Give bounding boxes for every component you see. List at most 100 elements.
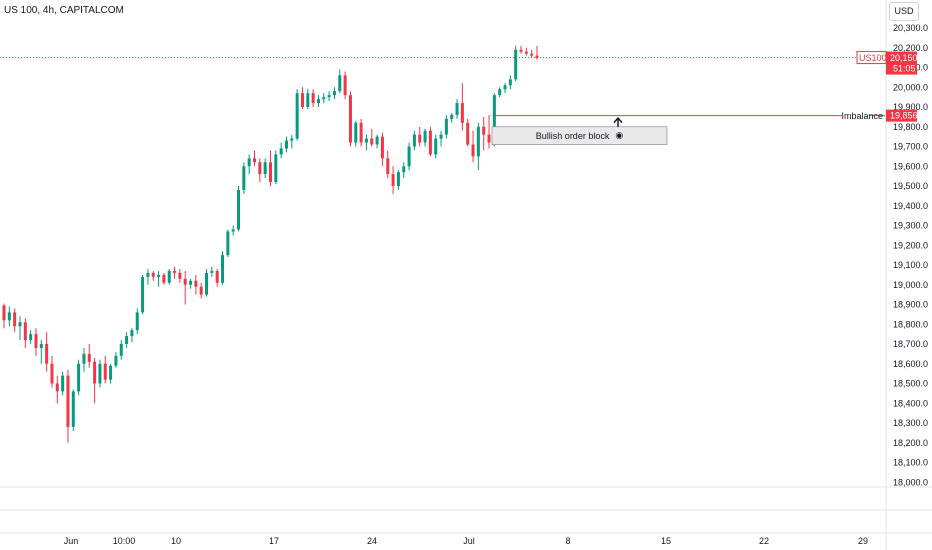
- candle-body: [82, 353, 86, 364]
- time-tick-label: 8: [565, 536, 570, 546]
- price-tick-label: 19,000.0: [893, 280, 928, 290]
- candle-body: [450, 114, 454, 119]
- candle-body: [269, 162, 272, 183]
- candle-body: [354, 122, 358, 143]
- candle-body: [530, 53, 534, 56]
- candle-body: [487, 134, 491, 143]
- candle-body: [332, 91, 336, 96]
- price-tick-label: 19,300.0: [893, 221, 928, 231]
- candle-body: [55, 383, 59, 392]
- candle-body: [402, 166, 406, 173]
- candle-body: [242, 166, 246, 190]
- price-tick-label: 18,400.0: [893, 398, 928, 408]
- candle-body: [125, 336, 129, 344]
- bar-countdown: 51:05: [893, 64, 916, 74]
- imbalance-label: Imbalance: [841, 111, 883, 121]
- candle-body: [221, 255, 225, 283]
- bullish-order-block-box[interactable]: [491, 126, 668, 145]
- candle-body: [253, 158, 257, 163]
- eye-icon[interactable]: ◉: [615, 130, 624, 141]
- candle-body: [34, 334, 38, 348]
- candle-body: [322, 97, 326, 100]
- candle-body: [151, 272, 155, 277]
- candle-body: [114, 355, 118, 366]
- candle-body: [338, 75, 342, 92]
- time-tick-label: 22: [759, 536, 769, 546]
- price-tick-label: 18,000.0: [893, 477, 928, 487]
- candle-body: [141, 276, 145, 313]
- candle-body: [226, 231, 230, 256]
- candle-body: [130, 330, 134, 337]
- candle-body: [412, 134, 416, 147]
- candle-body: [178, 272, 182, 279]
- candle-body: [514, 49, 518, 80]
- candle-body: [482, 126, 486, 135]
- candle-body: [471, 144, 475, 157]
- price-tick-label: 18,500.0: [893, 379, 928, 389]
- price-tick-label: 19,400.0: [893, 201, 928, 211]
- time-axis: Jun 10:00 10 17 24 Jul 8 15 22 29: [64, 536, 868, 546]
- candle-body: [306, 93, 310, 107]
- candle-body: [407, 146, 411, 167]
- price-tick-label: 18,200.0: [893, 438, 928, 448]
- candle-body: [146, 272, 150, 277]
- candle-body: [503, 85, 507, 90]
- price-tick-label: 19,800.0: [893, 122, 928, 132]
- candle-body: [205, 272, 209, 295]
- candle-body: [375, 136, 379, 145]
- bullish-order-block-label[interactable]: Bullish order block ◉: [492, 127, 667, 145]
- imbalance-price-tag: [886, 109, 917, 122]
- order-block-text: Bullish order block: [535, 130, 610, 141]
- candle-body: [237, 189, 241, 230]
- annotations: [0, 57, 885, 145]
- currency-button[interactable]: USD: [889, 2, 919, 21]
- price-tick-label: 18,800.0: [893, 319, 928, 329]
- candle-body: [364, 138, 368, 143]
- candle-body: [508, 79, 512, 86]
- candle-body: [23, 322, 27, 341]
- candle-body: [183, 278, 187, 285]
- price-tick-label: 20,300.0: [893, 23, 928, 33]
- candle-body: [7, 312, 11, 321]
- price-tick-label: 18,700.0: [893, 339, 928, 349]
- price-tick-label: 19,900.0: [893, 102, 928, 112]
- arrow-up-icon: [613, 117, 623, 127]
- candle-body: [162, 274, 166, 283]
- last-price-tag: [886, 51, 917, 75]
- time-tick-label: 24: [367, 536, 377, 546]
- price-tick-label: 19,100.0: [893, 260, 928, 270]
- time-tick-label: Jun: [64, 536, 79, 546]
- price-tick-label: 19,600.0: [893, 161, 928, 171]
- time-tick-label: 17: [269, 536, 279, 546]
- candle-body: [327, 95, 331, 98]
- candle-body: [109, 365, 113, 380]
- candle-body: [311, 93, 315, 104]
- candle-body: [439, 134, 443, 139]
- candle-body: [87, 353, 91, 362]
- candle-body: [66, 375, 70, 427]
- candle-body: [45, 344, 49, 364]
- candle-body: [50, 363, 54, 384]
- candle-body: [396, 172, 400, 186]
- candle-body: [455, 103, 459, 115]
- candle-body: [535, 55, 539, 58]
- price-tick-label: 19,700.0: [893, 142, 928, 152]
- last-price-value: 20,150.3: [890, 53, 925, 63]
- candle-body: [231, 229, 235, 232]
- candle-body: [300, 93, 304, 107]
- candle-body: [444, 118, 448, 135]
- candle-body: [284, 140, 288, 149]
- candle-body: [173, 270, 177, 273]
- candle-body: [492, 95, 496, 143]
- candle-body: [434, 138, 438, 155]
- candle-body: [391, 174, 395, 186]
- candle-body: [423, 130, 427, 143]
- time-tick-label: 29: [858, 536, 868, 546]
- candle-body: [98, 363, 102, 384]
- candle-body: [39, 344, 43, 348]
- candle-body: [119, 344, 123, 356]
- price-tick-label: 20,000.0: [893, 82, 928, 92]
- candle-body: [258, 162, 262, 175]
- candle-body: [466, 122, 470, 145]
